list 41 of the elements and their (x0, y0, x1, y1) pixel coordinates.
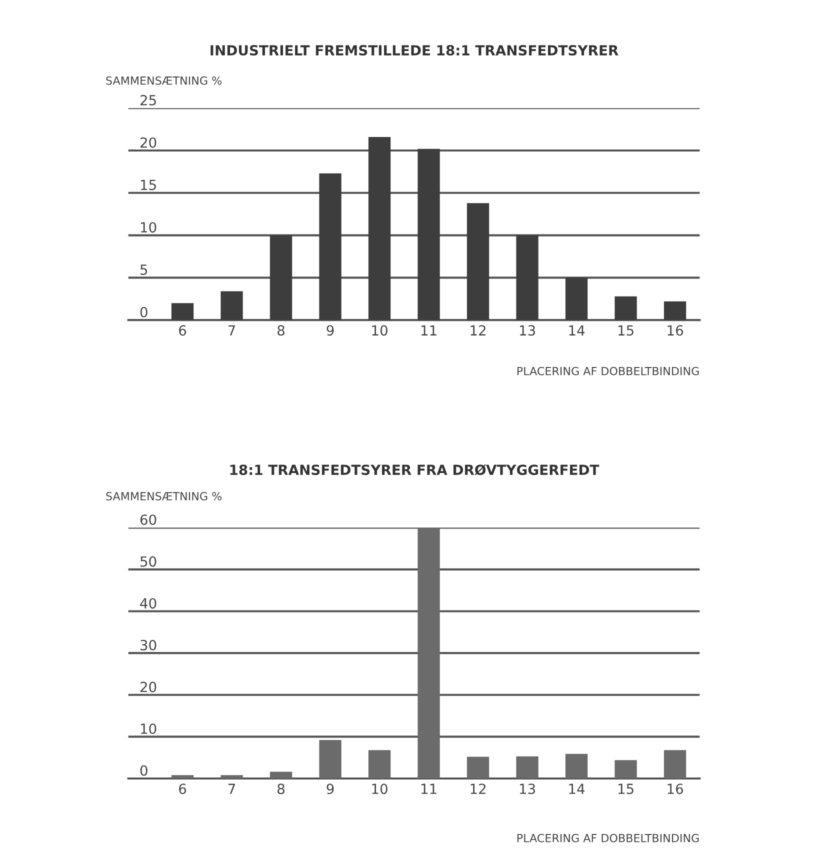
x-tick-label: 10 (372, 784, 388, 794)
y-tick-label: 15 (140, 180, 156, 190)
x-tick-label: 11 (421, 325, 436, 336)
x-tick-label: 15 (618, 325, 634, 336)
chart-title: INDUSTRIELT FREMSTILLEDE 18:1 TRANSFEDTSYRER (210, 45, 618, 56)
x-tick-label: 12 (470, 325, 486, 336)
x-tick-label: 9 (326, 325, 334, 336)
x-tick-label: 6 (179, 784, 186, 794)
x-tick-label: 11 (421, 784, 436, 794)
x-tick-label: 8 (278, 325, 284, 336)
x-tick-label: 9 (326, 784, 334, 794)
x-tick-label: 14 (569, 784, 585, 794)
x-axis-title: PLACERING AF DOBBELTBINDING (517, 366, 699, 376)
x-tick-label: 7 (228, 325, 235, 336)
y-tick-label: 10 (140, 723, 156, 734)
x-tick-label: 6 (179, 325, 186, 336)
y-tick-label: 30 (140, 640, 156, 650)
x-tick-label: 13 (520, 784, 535, 794)
x-tick-label: 15 (618, 784, 634, 794)
y-tick-label: 20 (140, 682, 156, 692)
y-tick-label: 5 (140, 264, 148, 275)
y-tick-label: 0 (140, 306, 148, 318)
y-tick-label: 40 (140, 598, 156, 609)
chart-title: 18:1 TRANSFEDTSYRER FRA DRØVTYGGERFEDT (230, 464, 600, 476)
y-tick-label: 10 (140, 222, 156, 233)
x-tick-label: 7 (228, 784, 235, 794)
x-tick-label: 16 (668, 325, 683, 336)
x-tick-label: 12 (470, 784, 486, 794)
y-tick-label: 50 (140, 556, 156, 567)
x-tick-label: 8 (278, 784, 284, 794)
y-axis-title: SAMMENSÆTNING % (106, 76, 222, 85)
y-tick-label: 20 (140, 137, 156, 148)
y-tick-label: 60 (140, 514, 156, 525)
x-tick-label: 14 (569, 325, 585, 336)
x-tick-label: 10 (372, 325, 388, 336)
x-tick-label: 13 (520, 325, 535, 336)
y-axis-title: SAMMENSÆTNING % (106, 492, 222, 500)
x-axis-title: PLACERING AF DOBBELTBINDING (517, 834, 699, 842)
x-tick-label: 16 (668, 784, 683, 794)
y-tick-label: 0 (140, 765, 148, 776)
y-tick-label: 25 (140, 94, 156, 106)
